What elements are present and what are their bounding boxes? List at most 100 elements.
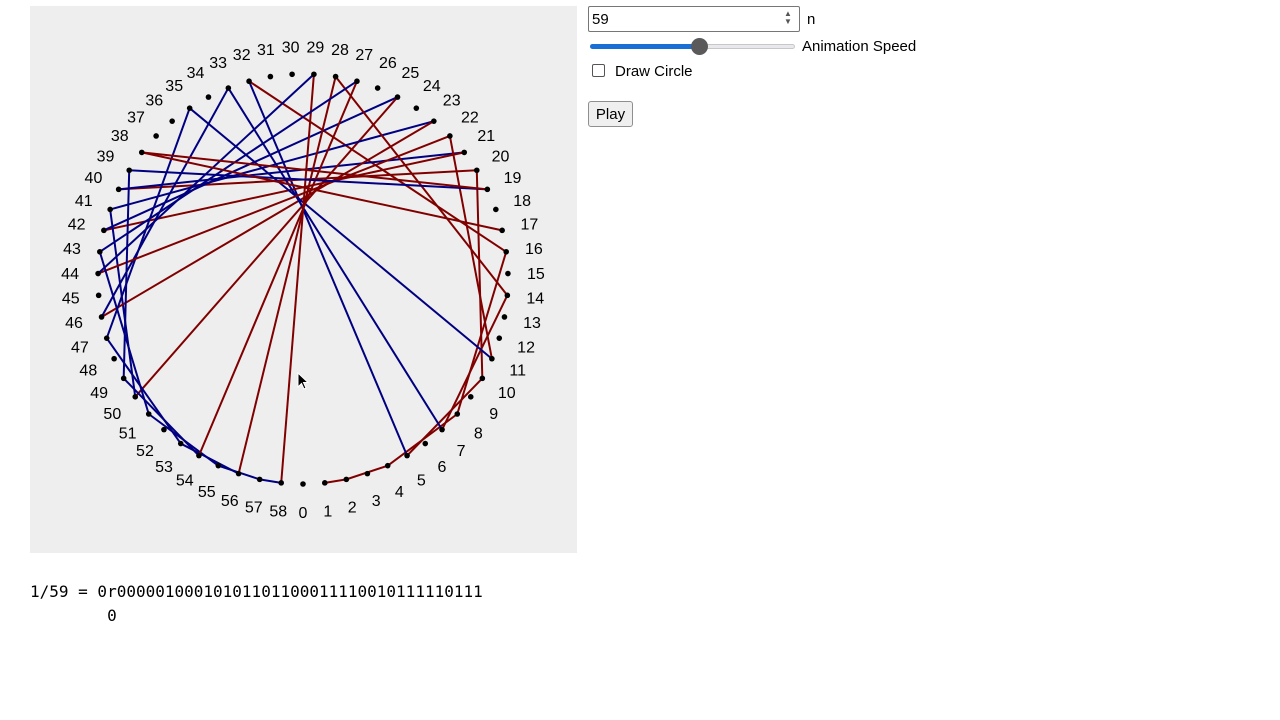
circle-point-dot	[431, 118, 437, 124]
slider-thumb[interactable]	[691, 38, 708, 55]
point-label: 45	[62, 291, 80, 308]
point-label: 31	[257, 42, 275, 59]
circle-point-dot	[503, 248, 509, 255]
circle-point-dot	[132, 394, 139, 400]
chord-line	[441, 294, 509, 431]
point-label: 51	[119, 425, 137, 442]
binary-expansion-text: 1/59 = 0r0000010001010110110001111001011…	[30, 580, 483, 628]
point-label: 7	[457, 443, 466, 460]
circle-point-dot	[138, 149, 145, 156]
circle-point-dot	[107, 206, 113, 213]
point-label: 23	[443, 93, 461, 110]
point-label: 40	[85, 170, 103, 187]
chord-line	[189, 107, 493, 360]
chord-lines	[97, 73, 509, 484]
circle-point-dot	[98, 314, 105, 320]
point-label: 50	[103, 406, 121, 423]
chord-line	[237, 76, 337, 474]
point-label: 54	[176, 473, 194, 490]
circle-point-dot	[267, 73, 274, 80]
point-label: 27	[355, 47, 373, 64]
expansion-line-2: 0	[30, 606, 117, 625]
point-label: 30	[282, 39, 300, 56]
residue-circle-figure: 0 1 2 3456789101112131415161718192021222324…	[61, 39, 545, 522]
point-label: 34	[187, 65, 205, 82]
chord-line	[129, 169, 488, 191]
point-label: 41	[75, 193, 93, 210]
chord-line	[141, 151, 503, 232]
chord-line	[122, 170, 131, 379]
animation-speed-slider[interactable]	[590, 38, 795, 55]
circle-point-dot	[111, 355, 117, 362]
circle-point-dot	[235, 470, 242, 477]
point-label: 36	[145, 93, 163, 110]
circle-point-dot	[278, 480, 285, 486]
point-label: 18	[513, 193, 531, 210]
point-label: 10	[498, 385, 516, 402]
circle-point-dot	[215, 462, 222, 469]
circle-point-dot	[289, 71, 295, 78]
circle-point-dot	[153, 133, 159, 139]
point-label: 14	[526, 291, 544, 308]
circle-point-dot	[461, 149, 468, 156]
point-label: 49	[90, 385, 108, 402]
mouse-pointer-icon	[297, 372, 309, 390]
point-label: 33	[209, 55, 227, 72]
point-label: 56	[221, 493, 239, 510]
chord-line	[259, 478, 282, 484]
circle-point-dot	[505, 270, 511, 277]
draw-circle-checkbox[interactable]	[592, 64, 605, 77]
n-label: n	[807, 11, 816, 28]
circle-point-dot	[177, 440, 184, 447]
chord-line	[109, 209, 137, 397]
point-label: 16	[525, 241, 543, 258]
point-label: 1	[323, 504, 332, 521]
point-label: 0	[299, 505, 308, 522]
point-label: 20	[492, 148, 510, 165]
chord-line	[324, 478, 347, 484]
point-label: 35	[165, 78, 183, 95]
n-number-input-box[interactable]: ▲▼	[588, 6, 800, 32]
chord-line	[99, 80, 358, 253]
circle-point-dot	[205, 94, 212, 100]
expansion-line-1: 1/59 = 0r0000010001010110110001111001011…	[30, 582, 483, 601]
circle-point-dot	[501, 314, 508, 320]
controls-panel: ▲▼ n Animation Speed Draw Circle Play	[588, 6, 988, 136]
point-label: 26	[379, 55, 397, 72]
chord-line	[248, 80, 507, 253]
circle-point-dot	[343, 476, 350, 483]
circle-point-dot	[422, 440, 429, 447]
circle-point-dot	[467, 394, 474, 400]
point-label: 11	[509, 363, 526, 380]
point-label: 47	[71, 339, 89, 356]
draw-circle-label[interactable]: Draw Circle	[615, 63, 693, 80]
circle-point-dot	[225, 85, 232, 91]
circle-point-dot	[186, 105, 193, 111]
circle-point-dot	[115, 186, 122, 193]
circle-point-dot	[413, 105, 420, 111]
circle-point-dot	[454, 411, 461, 417]
n-input[interactable]	[592, 8, 762, 30]
circle-point-dot	[97, 248, 103, 255]
point-label: 19	[504, 170, 522, 187]
chord-line	[198, 80, 358, 457]
point-label: 44	[61, 266, 79, 283]
play-button[interactable]: Play	[588, 101, 633, 127]
circle-point-dot	[447, 133, 453, 139]
chord-line	[134, 96, 399, 398]
circle-point-dot	[311, 71, 317, 78]
circle-point-dot	[95, 292, 102, 299]
point-label: 46	[65, 315, 83, 332]
point-label: 4	[395, 484, 404, 501]
circle-point-dot	[496, 335, 503, 341]
point-label: 24	[423, 78, 441, 95]
point-label: 3	[372, 493, 381, 510]
point-label: 17	[520, 217, 538, 234]
point-label: 8	[474, 425, 483, 442]
drawing-canvas: 0 1 2 3 4 5 6 7 8 9 10 11 12 13 14 15 16 17 18 19 20 21 22 23 24…	[30, 6, 577, 553]
point-label: 29	[307, 39, 325, 56]
animation-speed-label: Animation Speed	[802, 38, 917, 55]
spinner-arrows-icon[interactable]: ▲ ▼	[784, 9, 792, 26]
circle-point-dot	[103, 335, 110, 341]
chord-line	[97, 135, 451, 275]
